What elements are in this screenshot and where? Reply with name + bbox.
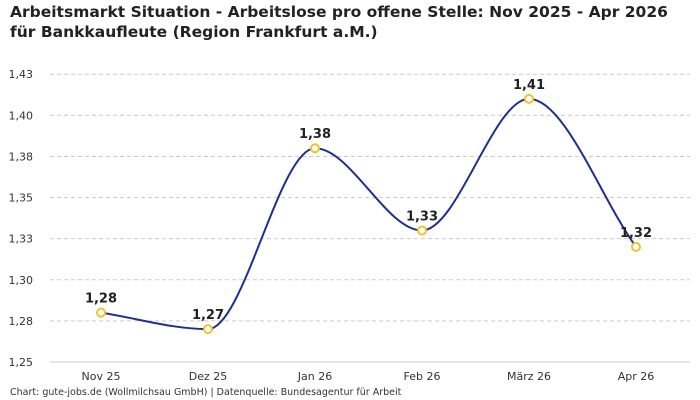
data-point bbox=[631, 241, 641, 252]
data-label: 1,33 bbox=[406, 209, 438, 224]
y-tick-label: 1,25 bbox=[9, 356, 34, 369]
y-tick-label: 1,30 bbox=[9, 274, 34, 287]
y-tick-label: 1,40 bbox=[9, 109, 34, 122]
data-point bbox=[203, 324, 213, 335]
x-tick-label: Nov 25 bbox=[82, 370, 121, 383]
x-tick-label: März 26 bbox=[507, 370, 551, 383]
x-tick-label: Jan 26 bbox=[297, 370, 332, 383]
y-tick-label: 1,35 bbox=[9, 192, 34, 205]
series-line bbox=[100, 97, 637, 331]
data-point bbox=[310, 143, 320, 154]
data-label: 1,41 bbox=[513, 78, 545, 93]
x-tick-label: Feb 26 bbox=[404, 370, 441, 383]
y-tick-label: 1,38 bbox=[9, 150, 34, 163]
x-tick-label: Dez 25 bbox=[189, 370, 228, 383]
data-markers bbox=[96, 93, 641, 335]
data-point bbox=[417, 225, 427, 236]
y-tick-label: 1,33 bbox=[9, 233, 34, 246]
grid-lines bbox=[50, 73, 690, 363]
y-axis-ticks: 1,25 1,28 1,30 1,33 1,35 1,38 1,40 1,43 bbox=[9, 68, 34, 369]
data-label: 1,28 bbox=[85, 292, 117, 307]
data-label: 1,27 bbox=[192, 308, 224, 323]
data-point bbox=[96, 307, 106, 318]
y-tick-label: 1,43 bbox=[9, 68, 34, 81]
data-label: 1,32 bbox=[620, 226, 652, 241]
x-axis-ticks: Nov 25 Dez 25 Jan 26 Feb 26 März 26 Apr 26 bbox=[82, 370, 655, 383]
chart-title: Arbeitsmarkt Situation - Arbeitslose pro… bbox=[10, 3, 668, 41]
data-point bbox=[524, 93, 534, 104]
x-tick-label: Apr 26 bbox=[618, 370, 655, 383]
data-labels: 1,28 1,27 1,38 1,33 1,41 1,32 bbox=[85, 78, 652, 323]
source-footer: Chart: gute-jobs.de (Wollmilchsau GmbH) … bbox=[10, 387, 402, 398]
y-tick-label: 1,28 bbox=[9, 315, 34, 328]
data-label: 1,38 bbox=[299, 127, 331, 142]
